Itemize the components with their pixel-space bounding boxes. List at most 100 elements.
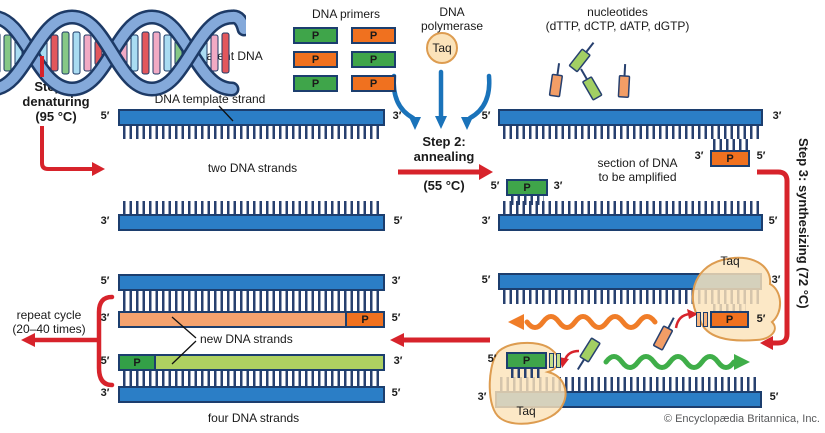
prime-end-label: 5′ — [490, 180, 500, 192]
extension-segment — [703, 312, 708, 327]
green-wave-arrowhead — [734, 354, 750, 370]
prime-end-label: 3′ — [771, 274, 781, 286]
primer-p-label: P — [361, 313, 369, 326]
template-strand-top-left — [118, 109, 385, 126]
primer-p-label: P — [523, 181, 531, 194]
taq-blob-bottom-label: Taq — [516, 404, 536, 418]
prime-end-label: 5′ — [100, 355, 110, 367]
primer-p-label: P — [133, 356, 141, 369]
orange-wave-arrowhead — [508, 314, 524, 330]
teeth-top-right — [503, 126, 759, 139]
strand-bl-blue-bottom — [118, 386, 385, 403]
nucleotide-icon — [653, 317, 675, 351]
section-label: section of DNA to be amplified — [580, 156, 695, 184]
step2-label: Step 2: annealing — [394, 134, 494, 164]
step1-name: denaturing — [22, 94, 90, 109]
step1-temp: (95 °C) — [35, 109, 77, 124]
primer-p-label: P — [726, 152, 734, 165]
dna-primer: P — [351, 51, 396, 68]
annealed-primer-orange: P — [710, 150, 750, 167]
primer-on-green-strand: P — [120, 356, 156, 369]
repeat-bracket — [96, 294, 115, 388]
primer-p-label: P — [369, 53, 378, 66]
primer-p-label: P — [522, 354, 531, 367]
four-dna-strands-label: four DNA strands — [207, 411, 300, 425]
dna-primers-grid: P P P P P P — [293, 27, 396, 92]
prime-end-label: 3′ — [392, 110, 402, 122]
dna-polymerase-label: DNA polymerase — [402, 5, 502, 33]
template-strand-top-right — [498, 109, 763, 126]
repeat-line2: (20–40 times) — [12, 322, 86, 336]
prime-end-label: 5′ — [100, 275, 110, 287]
prime-end-label: 3′ — [100, 387, 110, 399]
dna-template-strand-label: DNA template strand — [154, 92, 266, 106]
new-strand-green: P — [118, 354, 385, 371]
strand-mid-right — [498, 214, 763, 231]
teeth-br-primer-green — [511, 369, 542, 378]
new-dna-strands-label: new DNA strands — [200, 332, 293, 346]
prime-end-label: 5′ — [756, 150, 766, 162]
prime-end-label: 5′ — [756, 313, 766, 325]
primer-p-label: P — [725, 313, 734, 326]
teeth-br-bottom — [500, 377, 758, 391]
primer-p-label: P — [311, 77, 320, 90]
teeth-br-top — [503, 290, 759, 304]
prime-end-label: 3′ — [694, 150, 704, 162]
primer-on-salmon-strand: P — [345, 311, 385, 328]
primer-p-label: P — [311, 53, 320, 66]
section-line2: to be amplified — [598, 170, 677, 184]
step3-label: Step 3: synthesizing (72 °C) — [796, 138, 811, 309]
taq-label: Taq — [432, 41, 452, 55]
prime-end-label: 3′ — [393, 355, 403, 367]
prime-end-label: 3′ — [553, 180, 563, 192]
taq-polymerase-badge: Taq — [426, 32, 458, 64]
cycle-return-arrowhead — [390, 333, 404, 347]
ladder-bl-bottom — [123, 371, 381, 386]
nucleotide-icon — [548, 63, 563, 98]
primer-p-label: P — [311, 29, 320, 42]
nucleotide-icon — [576, 337, 601, 371]
teeth-top-left — [123, 126, 381, 139]
nucleotides-line1: nucleotides — [587, 5, 648, 19]
extension-segment — [696, 312, 701, 327]
dna-primers-label: DNA primers — [311, 7, 380, 21]
prime-end-label: 3′ — [391, 275, 401, 287]
extending-primer-orange: P — [710, 311, 749, 328]
dna-primer: P — [293, 27, 338, 44]
orange-synthesis-wave — [524, 314, 658, 330]
step2-name: annealing — [413, 149, 475, 164]
prime-end-label: 3′ — [100, 215, 110, 227]
incorporation-arrow — [674, 312, 691, 329]
annealed-primer-green: P — [506, 179, 548, 196]
dna-polymerase-line1: DNA — [439, 5, 465, 19]
nucleotide-icon — [617, 63, 631, 98]
teeth-mid-left — [123, 201, 381, 214]
teeth-orange-primer — [713, 139, 748, 150]
extension-segment — [549, 353, 554, 368]
prime-end-label: 5′ — [768, 215, 778, 227]
extending-primer-green: P — [506, 352, 547, 369]
nucleotide-icon — [580, 68, 603, 101]
prime-end-label: 5′ — [769, 391, 779, 403]
prime-end-label: 3′ — [772, 110, 782, 122]
repeat-cycle-label: repeat cycle (20–40 times) — [0, 308, 98, 336]
nucleotides-label: nucleotides (dTTP, dCTP, dATP, dGTP) — [525, 5, 710, 33]
incorporation-arrow — [563, 349, 580, 361]
primer-p-label: P — [369, 77, 378, 90]
step1-arrow — [40, 126, 93, 171]
step2-title: Step 2: — [422, 134, 466, 149]
green-synthesis-wave — [603, 354, 737, 370]
extension-segment — [556, 353, 561, 368]
parent-dna-helix — [0, 9, 246, 97]
dna-polymerase-line2: polymerase — [420, 19, 484, 33]
taq-blob-top-label: Taq — [720, 254, 740, 268]
primer-p-label: P — [369, 29, 378, 42]
strand-bl-blue-top — [118, 274, 385, 291]
prime-end-label: 5′ — [487, 353, 497, 365]
prime-end-label: 5′ — [481, 110, 491, 122]
strand-br-top — [498, 273, 762, 290]
step2-temp: (55 °C) — [423, 178, 465, 193]
section-line1: section of DNA — [597, 156, 678, 170]
copyright-notice: © Encyclopædia Britannica, Inc. — [663, 413, 820, 425]
